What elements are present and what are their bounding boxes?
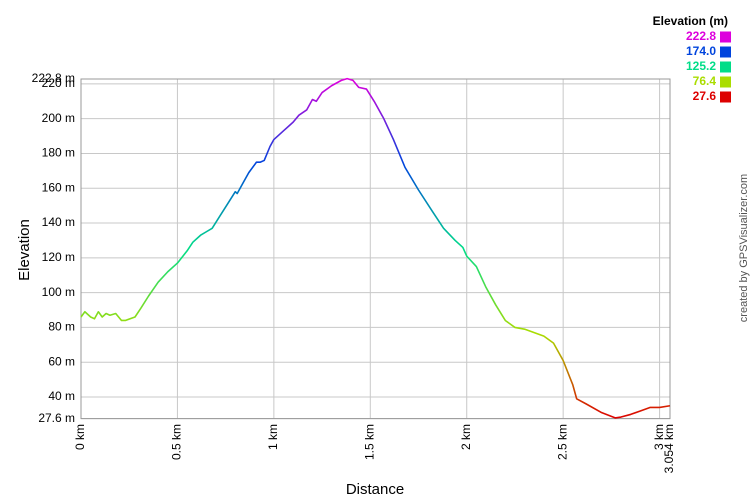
x-tick-label: 2.5 km	[555, 424, 569, 460]
x-tick-label: 1 km	[266, 424, 280, 450]
y-tick-label: 220 m	[42, 76, 75, 90]
y-tick-label: 80 m	[48, 320, 75, 334]
legend-label: 222.8	[686, 29, 716, 43]
legend-swatch	[720, 91, 731, 103]
y-tick-label: 222.8 m	[32, 71, 75, 85]
y-tick-label: 100 m	[42, 285, 75, 299]
y-axis-title: Elevation	[16, 219, 33, 281]
y-tick-label: 60 m	[48, 354, 75, 368]
x-tick-label: 1.5 km	[362, 424, 376, 460]
legend-label: 125.2	[686, 59, 716, 73]
legend-label: 76.4	[693, 74, 717, 88]
legend-swatch	[720, 46, 731, 58]
y-tick-label: 27.6 m	[38, 411, 75, 425]
y-tick-label: 160 m	[42, 180, 75, 194]
credit: created by GPSVisualizer.com	[738, 174, 750, 322]
x-tick-label: 3.054 km	[662, 424, 676, 473]
legend-label: 174.0	[686, 44, 716, 58]
x-tick-label: 0.5 km	[170, 424, 184, 460]
legend-swatch	[720, 31, 731, 43]
elevation-line	[80, 77, 671, 419]
y-tick-label: 180 m	[42, 146, 75, 160]
x-tick-label: 3 km	[652, 424, 666, 450]
y-tick-label: 120 m	[42, 250, 75, 264]
x-tick-label: 2 km	[459, 424, 473, 450]
y-tick-label: 200 m	[42, 111, 75, 125]
legend-label: 27.6	[693, 89, 717, 103]
plot-border	[80, 78, 671, 420]
x-tick-label: 0 km	[73, 424, 87, 450]
legend-title: Elevation (m)	[653, 14, 728, 28]
legend-swatch	[720, 76, 731, 88]
legend-swatch	[720, 61, 731, 73]
y-tick-label: 140 m	[42, 215, 75, 229]
y-tick-label: 40 m	[48, 389, 75, 403]
x-axis-title: Distance	[346, 481, 404, 498]
